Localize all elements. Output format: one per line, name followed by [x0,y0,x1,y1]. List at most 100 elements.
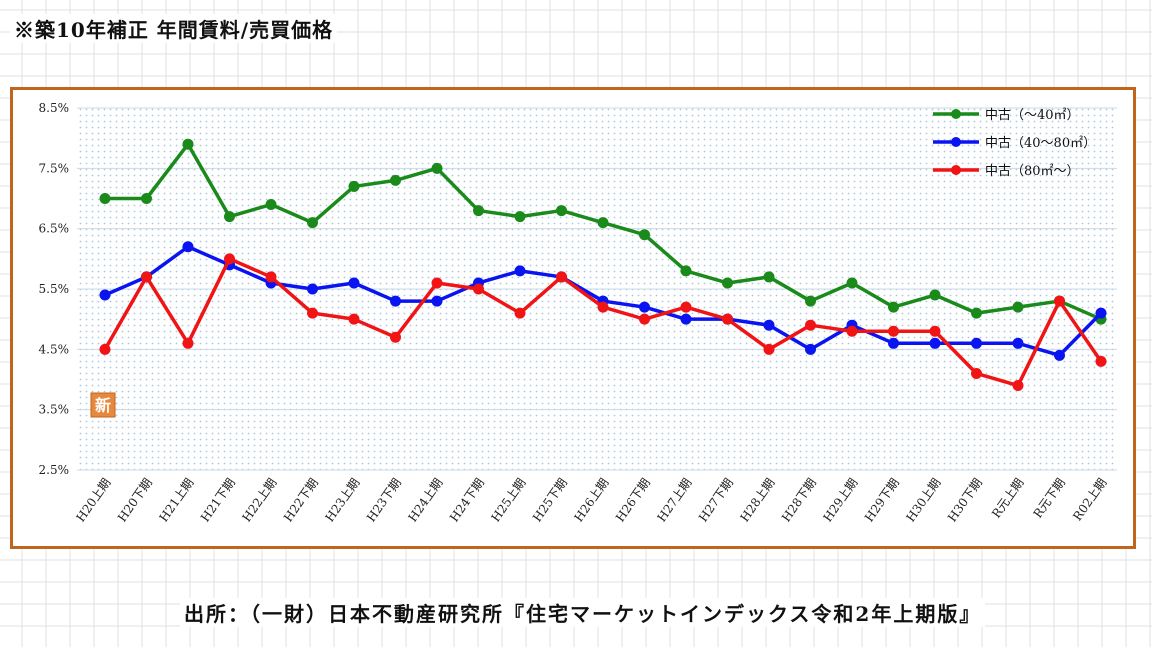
legend-marker [951,109,961,119]
data-point [307,283,318,295]
data-point [1095,355,1107,367]
data-point [390,331,401,343]
data-point [224,253,235,265]
new-badge [90,392,116,418]
x-tick-label: H24上期 [405,476,445,525]
data-point [473,205,484,217]
data-point [846,325,858,337]
legend-entry: 中古（40～80㎡） [985,136,1096,151]
data-point [1012,380,1024,392]
data-point [99,343,111,355]
data-point [431,295,443,307]
y-tick-label: 2.5% [39,463,70,477]
data-point [141,271,152,283]
data-point [390,174,401,186]
data-point [1054,349,1065,361]
legend-entry: 中古（～40㎡） [985,108,1080,123]
new-badge-label: 新 [95,396,111,415]
data-point [556,271,567,283]
data-point [888,301,899,313]
x-tick-label: H21上期 [156,476,196,525]
data-point [514,265,526,277]
x-tick-label: R元上期 [989,476,1026,521]
data-point [639,229,650,241]
x-tick-label: H24下期 [447,476,487,525]
data-point [680,265,692,277]
x-tick-label: H27上期 [654,476,694,525]
data-point [514,307,526,319]
chart-frame: 2.5% 3.5% 4.5% 5.5% 6.5% 7.5% 8.5% H20上期 H20下期 H2… [10,87,1136,549]
y-tick-label: 8.5% [39,101,70,115]
data-point [431,277,443,289]
data-point [929,289,941,301]
data-point [182,337,194,349]
data-point [348,277,360,289]
y-tick-label: 4.5% [39,342,70,356]
data-point [888,325,899,337]
data-point [846,277,858,289]
data-point [1012,301,1024,313]
x-tick-label: H28上期 [737,476,777,525]
data-point [805,343,816,355]
data-point [307,217,318,229]
data-point [99,289,111,301]
data-point [971,367,982,379]
data-point [722,313,733,325]
data-point [680,301,692,313]
x-tick-label: H26下期 [613,476,653,525]
data-point [1012,337,1024,349]
page-title: ※築10年補正 年間賃料/売買価格 [10,14,338,43]
data-point [265,271,277,283]
data-point [805,295,816,307]
x-tick-label: H22下期 [281,476,321,525]
data-point [888,337,899,349]
x-tick-label: H30下期 [945,476,985,525]
x-tick-label: H20下期 [115,476,155,525]
data-point [763,271,775,283]
data-point [1095,307,1107,319]
x-tick-label: H29下期 [862,476,902,525]
x-tick-label: H27下期 [696,476,736,525]
x-tick-label: R02上期 [1070,476,1109,524]
legend-marker [951,137,961,147]
data-point [390,295,401,307]
x-tick-label: H25上期 [488,476,528,525]
data-point [929,325,941,337]
data-point [971,337,982,349]
data-point [514,211,526,223]
data-point [1054,295,1065,307]
legend-marker [951,165,961,175]
data-point [307,307,318,319]
y-tick-label: 6.5% [39,222,70,236]
data-point [763,343,775,355]
data-point [680,313,692,325]
data-point [556,205,567,217]
data-point [348,313,360,325]
x-tick-label: H23上期 [322,476,362,525]
line-chart: 2.5%3.5%4.5%5.5%6.5%7.5%8.5%H20上期 H20下期 H2… [39,101,1117,525]
data-point [639,313,650,325]
data-point [597,301,609,313]
data-point [473,283,484,295]
x-tick-label: R元下期 [1031,476,1068,521]
x-tick-label: H30上期 [903,476,943,525]
data-point [348,180,360,192]
data-point [224,211,235,223]
data-point [141,193,152,204]
data-point [639,301,650,313]
x-tick-label: H23下期 [364,476,404,525]
data-point [722,277,733,289]
x-tick-label: H25下期 [530,476,570,525]
data-point [431,162,443,174]
x-tick-label: H29上期 [820,476,860,525]
data-point [929,337,941,349]
x-tick-label: H20上期 [73,476,113,525]
data-point [971,307,982,319]
x-tick-label: H21下期 [198,476,238,525]
x-tick-label: H22上期 [239,476,279,525]
data-point [597,217,609,229]
data-point [763,319,775,331]
y-tick-label: 5.5% [39,282,70,296]
legend-entry: 中古（80㎡～） [985,164,1080,179]
y-tick-label: 3.5% [39,403,70,417]
